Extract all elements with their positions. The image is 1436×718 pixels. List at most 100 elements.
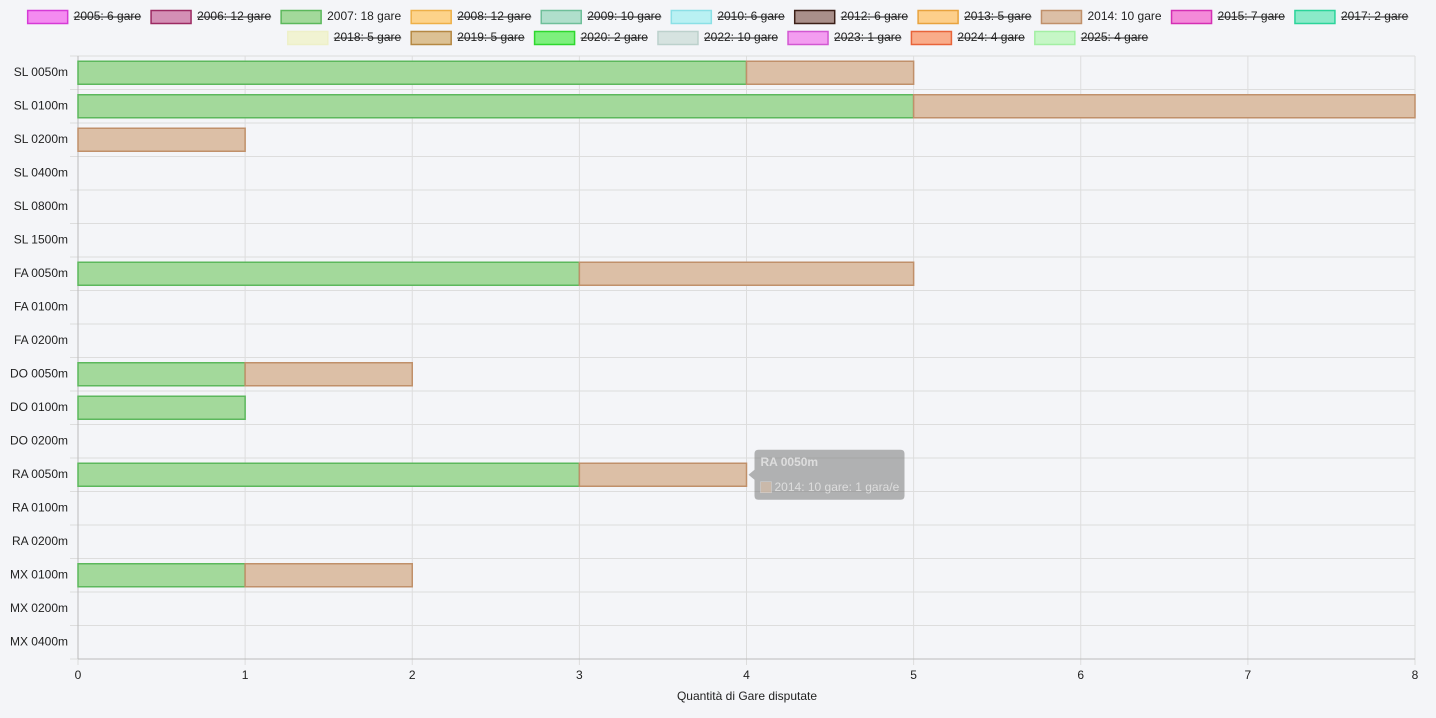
y-tick-label: DO 0100m <box>10 400 68 414</box>
legend-item[interactable]: 2022: 10 gare <box>657 30 778 46</box>
y-tick-label: SL 0050m <box>14 65 68 79</box>
y-tick-label: SL 0200m <box>14 132 68 146</box>
legend-swatch <box>657 30 699 46</box>
tooltip: RA 0050m 2014: 10 gare: 1 gara/e <box>748 449 905 500</box>
bar <box>77 362 246 387</box>
y-tick-label: MX 0200m <box>10 601 68 615</box>
legend-item[interactable]: 2019: 5 gare <box>410 30 525 46</box>
x-axis-label: Quantità di Gare disputate <box>677 689 817 703</box>
bar <box>77 127 246 152</box>
tooltip-text: 2014: 10 gare: 1 gara/e <box>775 480 900 494</box>
y-tick-label: MX 0400m <box>10 634 68 648</box>
legend-label: 2009: 10 gare <box>587 9 661 23</box>
bar <box>77 60 748 85</box>
y-tick-label: DO 0200m <box>10 433 68 447</box>
bar <box>578 261 915 286</box>
bar <box>77 94 915 119</box>
legend-item[interactable]: 2007: 18 gare <box>280 9 402 25</box>
y-tick-label: FA 0100m <box>14 299 68 313</box>
legend-label: 2018: 5 gare <box>334 30 402 44</box>
legend-row: 2005: 6 gare 2006: 12 gare 2007: 18 gare 20… <box>26 9 1409 25</box>
y-tick-label: RA 0200m <box>12 534 68 548</box>
legend-label: 2006: 12 gare <box>197 9 271 23</box>
bar <box>77 261 581 286</box>
legend-item[interactable]: 2024: 4 gare <box>910 30 1025 46</box>
legend-item[interactable]: 2018: 5 gare <box>287 30 402 46</box>
legend-item[interactable]: 2023: 1 gare <box>787 30 902 46</box>
bar <box>745 60 915 85</box>
legend-swatch <box>793 9 836 25</box>
legend-item[interactable]: 2017: 2 gare <box>1294 9 1409 25</box>
legend-item[interactable]: 2012: 6 gare <box>793 9 909 25</box>
bar <box>244 362 413 387</box>
legend-item[interactable]: 2025: 4 gare <box>1034 30 1149 46</box>
y-tick-label: MX 0100m <box>10 567 68 581</box>
tooltip-box <box>748 449 905 500</box>
legend-label: 2005: 6 gare <box>74 9 142 23</box>
legend-item[interactable]: 2006: 12 gare <box>150 9 271 25</box>
bar <box>244 563 413 588</box>
legend-item[interactable]: 2013: 5 gare <box>917 9 1032 25</box>
y-tick-label: FA 0050m <box>14 266 68 280</box>
legend-label: 2022: 10 gare <box>704 30 778 44</box>
y-tick-label: RA 0100m <box>12 500 68 514</box>
legend-item[interactable]: 2009: 10 gare <box>540 9 662 25</box>
bar <box>77 462 581 487</box>
y-tick-label: SL 0800m <box>14 199 68 213</box>
legend-swatch <box>917 9 959 25</box>
legend-item[interactable]: 2008: 12 gare <box>410 9 532 25</box>
legend-swatch <box>287 30 329 46</box>
legend-label: 2020: 2 gare <box>581 30 649 44</box>
legend-label: 2007: 18 gare <box>327 9 401 23</box>
y-tick-label: FA 0200m <box>14 333 68 347</box>
legend-label: 2010: 6 gare <box>717 9 785 23</box>
bar <box>77 395 246 420</box>
legend-swatch <box>1294 9 1336 25</box>
legend-swatch <box>787 30 829 46</box>
legend-item[interactable]: 2010: 6 gare <box>670 9 785 25</box>
legend-swatch <box>410 30 452 46</box>
legend-swatch <box>150 9 192 25</box>
y-tick-label: SL 0100m <box>14 98 68 112</box>
bar <box>912 94 1416 119</box>
legend-label: 2013: 5 gare <box>964 9 1032 23</box>
tooltip-swatch <box>760 481 772 493</box>
y-tick-label: SL 0400m <box>14 165 68 179</box>
legend-swatch <box>1034 30 1076 46</box>
x-tick-label: 5 <box>910 668 917 682</box>
legend-swatch <box>1040 9 1083 25</box>
legend-swatch <box>1170 9 1213 25</box>
legend-label: 2017: 2 gare <box>1341 9 1409 23</box>
x-tick-label: 1 <box>242 668 249 682</box>
legend-swatch <box>540 9 582 25</box>
legend-label: 2019: 5 gare <box>457 30 525 44</box>
bar <box>77 563 246 588</box>
legend-label: 2025: 4 gare <box>1081 30 1149 44</box>
bar <box>578 462 748 487</box>
y-tick-label: RA 0050m <box>12 467 68 481</box>
tooltip-title: RA 0050m <box>761 455 819 469</box>
legend-label: 2023: 1 gare <box>834 30 902 44</box>
legend-row: 2018: 5 gare 2019: 5 gare 2020: 2 gare 2022… <box>287 30 1149 46</box>
legend-label: 2008: 12 gare <box>457 9 531 23</box>
x-tick-label: 0 <box>75 668 82 682</box>
legend-swatch <box>410 9 452 25</box>
x-tick-label: 8 <box>1412 668 1419 682</box>
legend-item[interactable]: 2005: 6 gare <box>26 9 142 25</box>
x-tick-label: 3 <box>576 668 583 682</box>
legend-swatch <box>910 30 953 46</box>
x-tick-label: 2 <box>409 668 416 682</box>
legend-item[interactable]: 2014: 10 gare <box>1040 9 1162 25</box>
legend-label: 2012: 6 gare <box>841 9 909 23</box>
x-tick-label: 7 <box>1245 668 1252 682</box>
legend-item[interactable]: 2020: 2 gare <box>533 30 649 46</box>
legend-label: 2015: 7 gare <box>1218 9 1286 23</box>
x-tick-label: 6 <box>1077 668 1084 682</box>
legend-swatch <box>280 9 322 25</box>
legend-label: 2014: 10 gare <box>1087 9 1161 23</box>
x-tick-label: 4 <box>743 668 750 682</box>
y-tick-label: DO 0050m <box>10 366 68 380</box>
legend-item[interactable]: 2015: 7 gare <box>1170 9 1286 25</box>
legend-swatch <box>533 30 576 46</box>
